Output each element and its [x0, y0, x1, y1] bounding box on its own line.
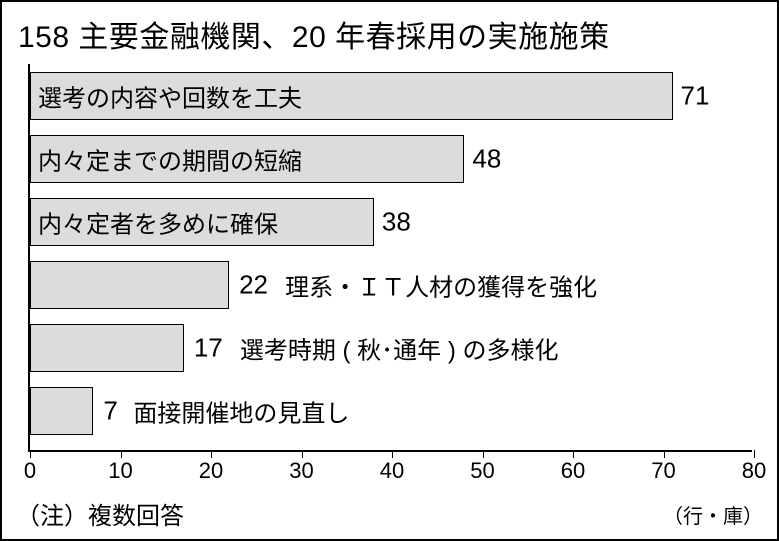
x-tick-label: 0 [24, 458, 36, 484]
x-tick [302, 450, 303, 458]
x-tick-label: 40 [380, 458, 404, 484]
footer-unit: （行・庫） [663, 500, 763, 529]
bar-value: 7 [103, 396, 117, 427]
bar-row: 7 面接開催地の見直し [30, 387, 752, 435]
footer-note: （注）複数回答 [16, 496, 184, 531]
bar [30, 261, 229, 309]
chart-container: 158 主要金融機関、20 年春採用の実施施策 0 10 20 30 40 50 60 70 8… [0, 0, 779, 541]
x-tick [664, 450, 665, 458]
bar-row: 22 理系・ＩＴ人材の獲得を強化 [30, 261, 752, 309]
bar-row: 17 選考時期 ( 秋･通年 ) の多様化 [30, 324, 752, 372]
bar-value: 48 [472, 144, 501, 175]
x-tick-label: 30 [289, 458, 313, 484]
bar [30, 387, 93, 435]
bar-row: 内々定者を多めに確保 38 [30, 198, 752, 246]
x-tick [483, 450, 484, 458]
x-tick-label: 10 [108, 458, 132, 484]
bar [30, 324, 184, 372]
bar-label: 理系・ＩＴ人材の獲得を強化 [285, 268, 597, 303]
x-tick [211, 450, 212, 458]
x-tick-label: 70 [651, 458, 675, 484]
chart-title: 158 主要金融機関、20 年春採用の実施施策 [2, 2, 777, 62]
x-tick [121, 450, 122, 458]
bar-value: 17 [194, 333, 223, 364]
x-tick [30, 450, 31, 458]
plot-area: 01020304050607080選考の内容や回数を工夫71内々定までの期間の短… [28, 64, 752, 452]
x-tick-label: 20 [199, 458, 223, 484]
x-tick [754, 450, 755, 458]
bar-value: 38 [382, 207, 411, 238]
bar-label: 選考時期 ( 秋･通年 ) の多様化 [240, 331, 559, 366]
bar-label: 面接開催地の見直し [133, 394, 349, 429]
x-tick-label: 80 [742, 458, 766, 484]
x-tick-label: 50 [470, 458, 494, 484]
x-tick [573, 450, 574, 458]
bar-value: 22 [239, 270, 268, 301]
bar-label: 選考の内容や回数を工夫 [38, 79, 302, 114]
bar-row: 選考の内容や回数を工夫 71 [30, 72, 752, 120]
bar-value: 71 [681, 81, 710, 112]
bar-row: 内々定までの期間の短縮 48 [30, 135, 752, 183]
bar-label: 内々定者を多めに確保 [38, 205, 278, 240]
x-tick [392, 450, 393, 458]
x-tick-label: 60 [561, 458, 585, 484]
bar-label: 内々定までの期間の短縮 [38, 142, 302, 177]
